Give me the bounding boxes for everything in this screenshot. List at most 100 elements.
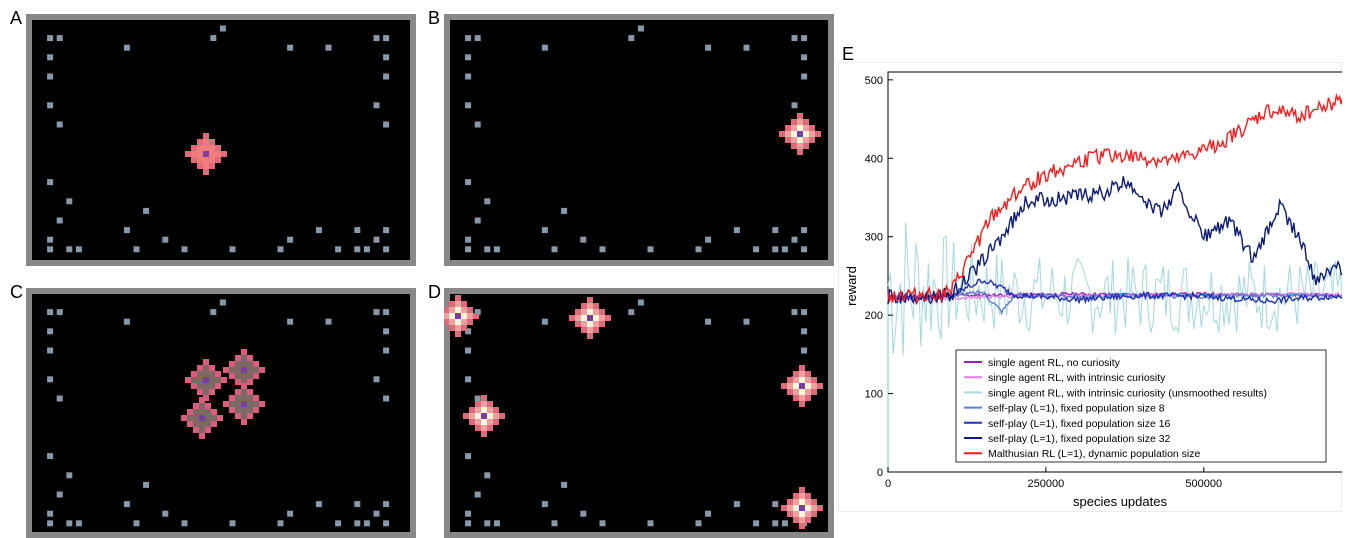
food-item — [465, 328, 472, 335]
y-tick-label: 400 — [865, 153, 883, 165]
agent — [223, 349, 265, 391]
food-item — [637, 25, 644, 32]
food-item — [484, 246, 491, 253]
panel-label-b: B — [428, 8, 441, 28]
food-item — [383, 501, 390, 508]
series-line-4 — [887, 278, 1342, 305]
food-item — [383, 328, 390, 335]
series-line-5 — [887, 176, 1342, 305]
food-item — [465, 520, 472, 527]
panel-label-d: D — [428, 282, 441, 302]
food-item — [465, 246, 472, 253]
food-item — [123, 318, 130, 325]
food-item — [56, 217, 63, 224]
agent-core — [455, 313, 461, 319]
food-item — [287, 236, 294, 243]
food-item — [287, 318, 294, 325]
food-item — [733, 227, 740, 234]
food-item — [484, 472, 491, 479]
food-item — [383, 520, 390, 527]
food-item — [743, 318, 750, 325]
food-item — [162, 510, 169, 517]
series-line-6 — [887, 92, 1342, 304]
food-item — [66, 472, 73, 479]
food-item — [47, 102, 54, 109]
food-item — [373, 35, 380, 42]
food-item — [373, 236, 380, 243]
food-item — [133, 246, 140, 253]
food-item — [325, 44, 332, 51]
arena-floor — [32, 294, 410, 532]
food-item — [373, 376, 380, 383]
agent-core — [241, 401, 247, 407]
y-tick-label: 0 — [877, 467, 883, 479]
food-item — [474, 395, 481, 402]
food-item — [47, 35, 54, 42]
food-item — [335, 520, 342, 527]
food-item — [47, 179, 54, 186]
food-item — [465, 347, 472, 354]
food-item — [647, 246, 654, 253]
agent-core — [797, 131, 803, 137]
food-item — [47, 309, 54, 316]
arena-c — [26, 288, 416, 538]
food-item — [791, 309, 798, 316]
food-item — [753, 520, 760, 527]
food-item — [474, 309, 481, 316]
agent — [185, 133, 227, 175]
food-item — [733, 501, 740, 508]
food-item — [541, 318, 548, 325]
food-item — [801, 328, 808, 335]
y-tick-label: 200 — [865, 310, 883, 322]
food-item — [373, 309, 380, 316]
food-item — [383, 227, 390, 234]
agent — [185, 359, 227, 401]
food-item — [56, 121, 63, 128]
food-item — [123, 227, 130, 234]
food-item — [801, 73, 808, 80]
food-item — [210, 309, 217, 316]
food-item — [541, 44, 548, 51]
food-item — [219, 25, 226, 32]
food-item — [181, 520, 188, 527]
food-item — [162, 236, 169, 243]
y-tick-label: 300 — [865, 232, 883, 244]
arena-a — [26, 14, 416, 266]
food-item — [705, 44, 712, 51]
food-item — [493, 246, 500, 253]
agent — [223, 383, 265, 425]
food-item — [801, 347, 808, 354]
food-item — [637, 299, 644, 306]
food-item — [315, 501, 322, 508]
food-item — [465, 376, 472, 383]
food-item — [66, 246, 73, 253]
panel-label-c: C — [10, 282, 23, 302]
agent — [781, 487, 823, 529]
food-item — [465, 73, 472, 80]
x-tick-label: 0 — [885, 478, 891, 490]
food-item — [801, 54, 808, 61]
food-item — [772, 246, 779, 253]
panel-label-a: A — [10, 8, 23, 28]
food-item — [599, 246, 606, 253]
food-item — [695, 520, 702, 527]
food-item — [705, 236, 712, 243]
food-item — [47, 510, 54, 517]
series-line-1 — [887, 291, 1342, 302]
food-item — [705, 510, 712, 517]
food-item — [373, 510, 380, 517]
food-item — [75, 246, 82, 253]
food-item — [354, 246, 361, 253]
food-item — [47, 246, 54, 253]
food-item — [628, 35, 635, 42]
food-item — [383, 121, 390, 128]
food-item — [743, 44, 750, 51]
agent-core — [199, 415, 205, 421]
food-item — [56, 309, 63, 316]
y-axis-label: reward — [844, 266, 859, 306]
arena-b — [444, 14, 834, 266]
food-item — [47, 54, 54, 61]
food-item — [465, 453, 472, 460]
y-tick-label: 500 — [865, 75, 883, 87]
food-item — [599, 520, 606, 527]
